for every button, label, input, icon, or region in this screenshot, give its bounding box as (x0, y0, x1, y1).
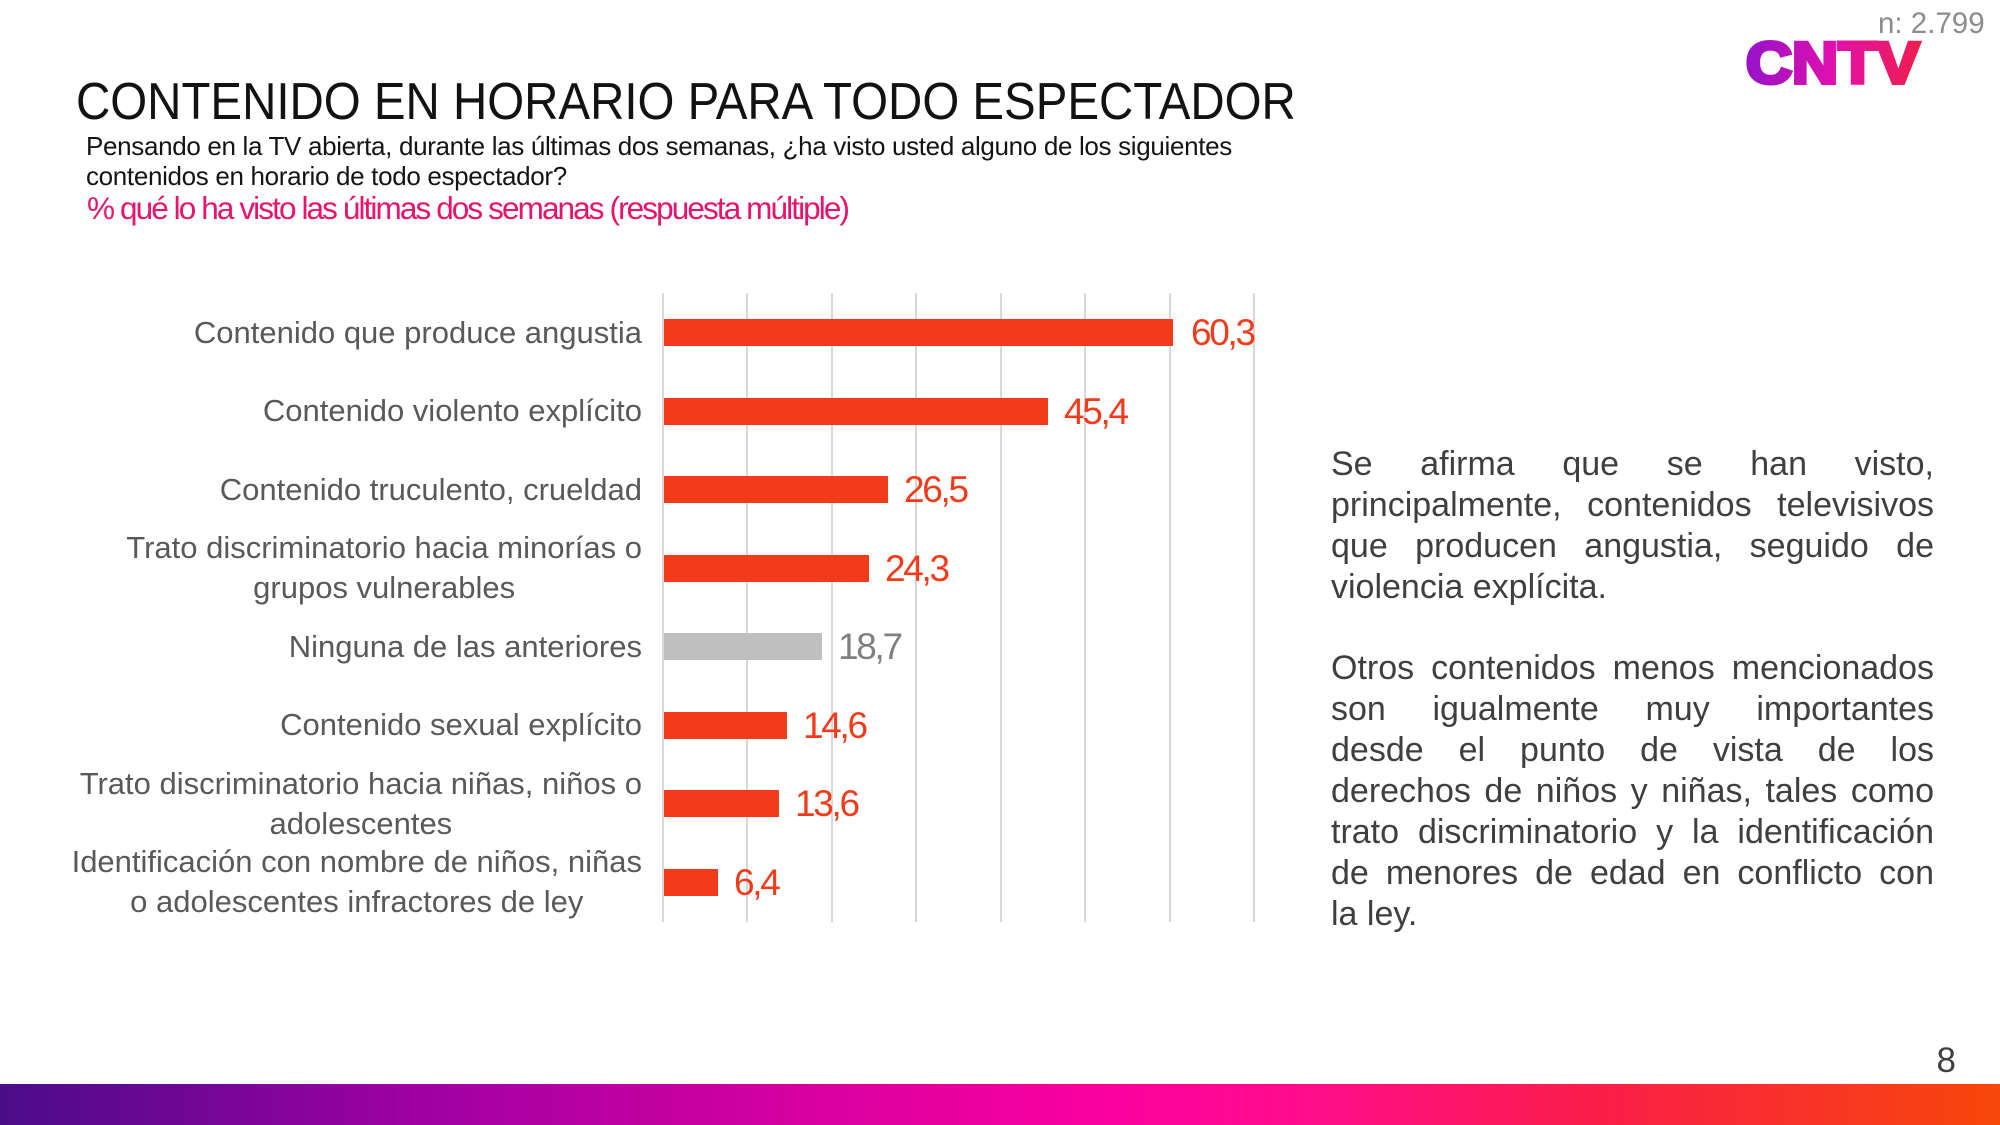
svg-text:CNTV: CNTV (1746, 31, 1920, 96)
